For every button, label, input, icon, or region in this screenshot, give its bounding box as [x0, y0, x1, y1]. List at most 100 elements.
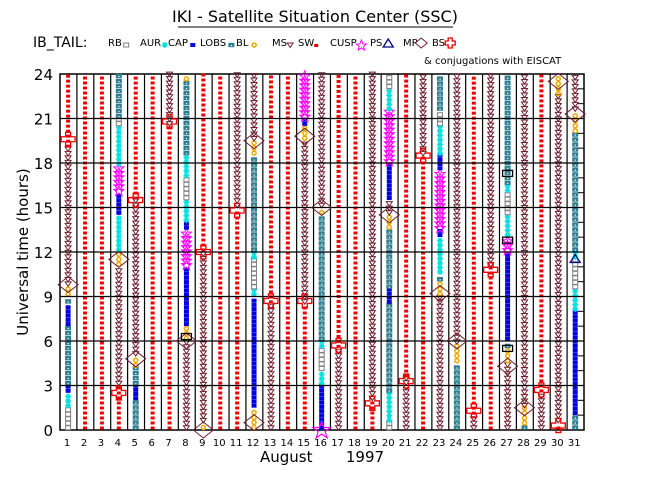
aur-mark — [386, 101, 393, 108]
cap-mark — [133, 396, 139, 401]
sw-mark — [488, 291, 493, 295]
bs-cross-marker — [161, 113, 178, 130]
cusp-mark — [433, 194, 447, 207]
sw-mark — [201, 113, 206, 117]
lobs-dot — [574, 194, 576, 196]
sw-mark — [421, 391, 426, 395]
sw-mark — [167, 366, 172, 370]
sw-mark — [404, 199, 409, 203]
sw-mark — [167, 391, 172, 395]
y-tick-label: 15 — [34, 200, 53, 218]
sw-mark — [404, 244, 409, 248]
aur-mark — [436, 269, 443, 275]
sw-mark — [218, 246, 223, 250]
day-column-11 — [233, 72, 242, 430]
sw-mark — [302, 406, 307, 410]
sw-mark — [285, 246, 290, 250]
sw-mark — [539, 314, 544, 318]
day-column-15 — [298, 69, 312, 430]
sw-mark — [167, 421, 172, 425]
sw-mark — [150, 271, 155, 275]
sw-mark — [201, 78, 206, 82]
sw-mark — [83, 176, 88, 180]
sw-mark — [488, 316, 493, 320]
sw-mark — [336, 224, 341, 228]
sw-mark — [488, 406, 493, 410]
cusp-mark — [355, 38, 368, 52]
segment-aur — [65, 393, 72, 409]
sw-mark — [336, 304, 341, 308]
lobs-dot — [321, 283, 323, 285]
sw-mark — [150, 81, 155, 85]
aur-mark — [386, 105, 393, 112]
lobs-mark — [386, 284, 393, 289]
sw-mark — [201, 128, 206, 132]
sw-mark — [302, 361, 307, 365]
segment-ms — [267, 303, 275, 432]
markers-day-16 — [310, 198, 333, 440]
markers-day-12 — [243, 132, 265, 432]
aur-mark — [572, 297, 579, 304]
sw-mark — [471, 91, 476, 95]
legend-label: BS — [432, 38, 445, 49]
lobs-dot — [321, 263, 323, 265]
cap-mark — [505, 269, 511, 274]
cap-mark — [572, 390, 578, 395]
sw-mark — [167, 241, 172, 245]
sw-mark — [336, 99, 341, 103]
sw-mark — [150, 351, 155, 355]
markers-day-4 — [108, 250, 130, 401]
bl-mark — [386, 219, 393, 225]
sw-mark — [83, 101, 88, 105]
lobs-dot — [524, 427, 526, 429]
day-column-25 — [469, 76, 478, 432]
cap-mark — [65, 384, 71, 389]
cusp-mark — [382, 140, 396, 154]
bl-mark — [251, 414, 257, 421]
sw-mark — [83, 266, 88, 270]
lobs-dot — [574, 204, 576, 206]
sw-mark — [336, 324, 341, 328]
sw-mark — [471, 181, 476, 185]
sw-mark — [471, 296, 476, 300]
sw-mark — [488, 281, 493, 285]
sw-mark — [201, 228, 206, 232]
sw-mark — [285, 81, 290, 85]
sw-mark — [285, 371, 290, 375]
bl-mark — [572, 123, 578, 129]
segment-rb — [183, 177, 190, 201]
bl-mark — [200, 424, 207, 431]
sw-mark — [167, 341, 172, 345]
aur-mark — [504, 218, 511, 225]
cap-mark — [437, 162, 443, 167]
segment-lobs — [318, 216, 325, 341]
sw-mark — [268, 155, 273, 159]
sw-mark — [471, 326, 476, 330]
aur-mark — [115, 219, 122, 226]
rb-mark — [504, 201, 511, 207]
sw-mark — [150, 316, 155, 320]
lobs-dot — [185, 113, 188, 115]
sw-mark — [336, 269, 341, 273]
sw-mark — [285, 216, 290, 220]
aur-mark — [115, 151, 122, 158]
sw-mark — [99, 221, 104, 225]
lobs-dot — [321, 323, 323, 325]
sw-mark — [218, 91, 223, 95]
rb-mark — [572, 275, 579, 281]
sw-mark — [488, 426, 493, 430]
sw-mark — [539, 179, 544, 183]
sw-mark — [150, 276, 155, 280]
x-tick-label: 22 — [416, 438, 429, 449]
sw-mark — [83, 201, 88, 205]
sw-mark — [285, 121, 290, 125]
sw-mark — [421, 271, 426, 275]
lobs-dot — [507, 167, 509, 169]
sw-mark — [353, 406, 358, 410]
sw-mark — [235, 311, 240, 315]
aur-mark — [115, 242, 122, 249]
sw-mark — [268, 240, 273, 244]
sw-mark — [285, 271, 290, 275]
sw-mark — [285, 356, 290, 360]
sw-mark — [116, 401, 121, 405]
